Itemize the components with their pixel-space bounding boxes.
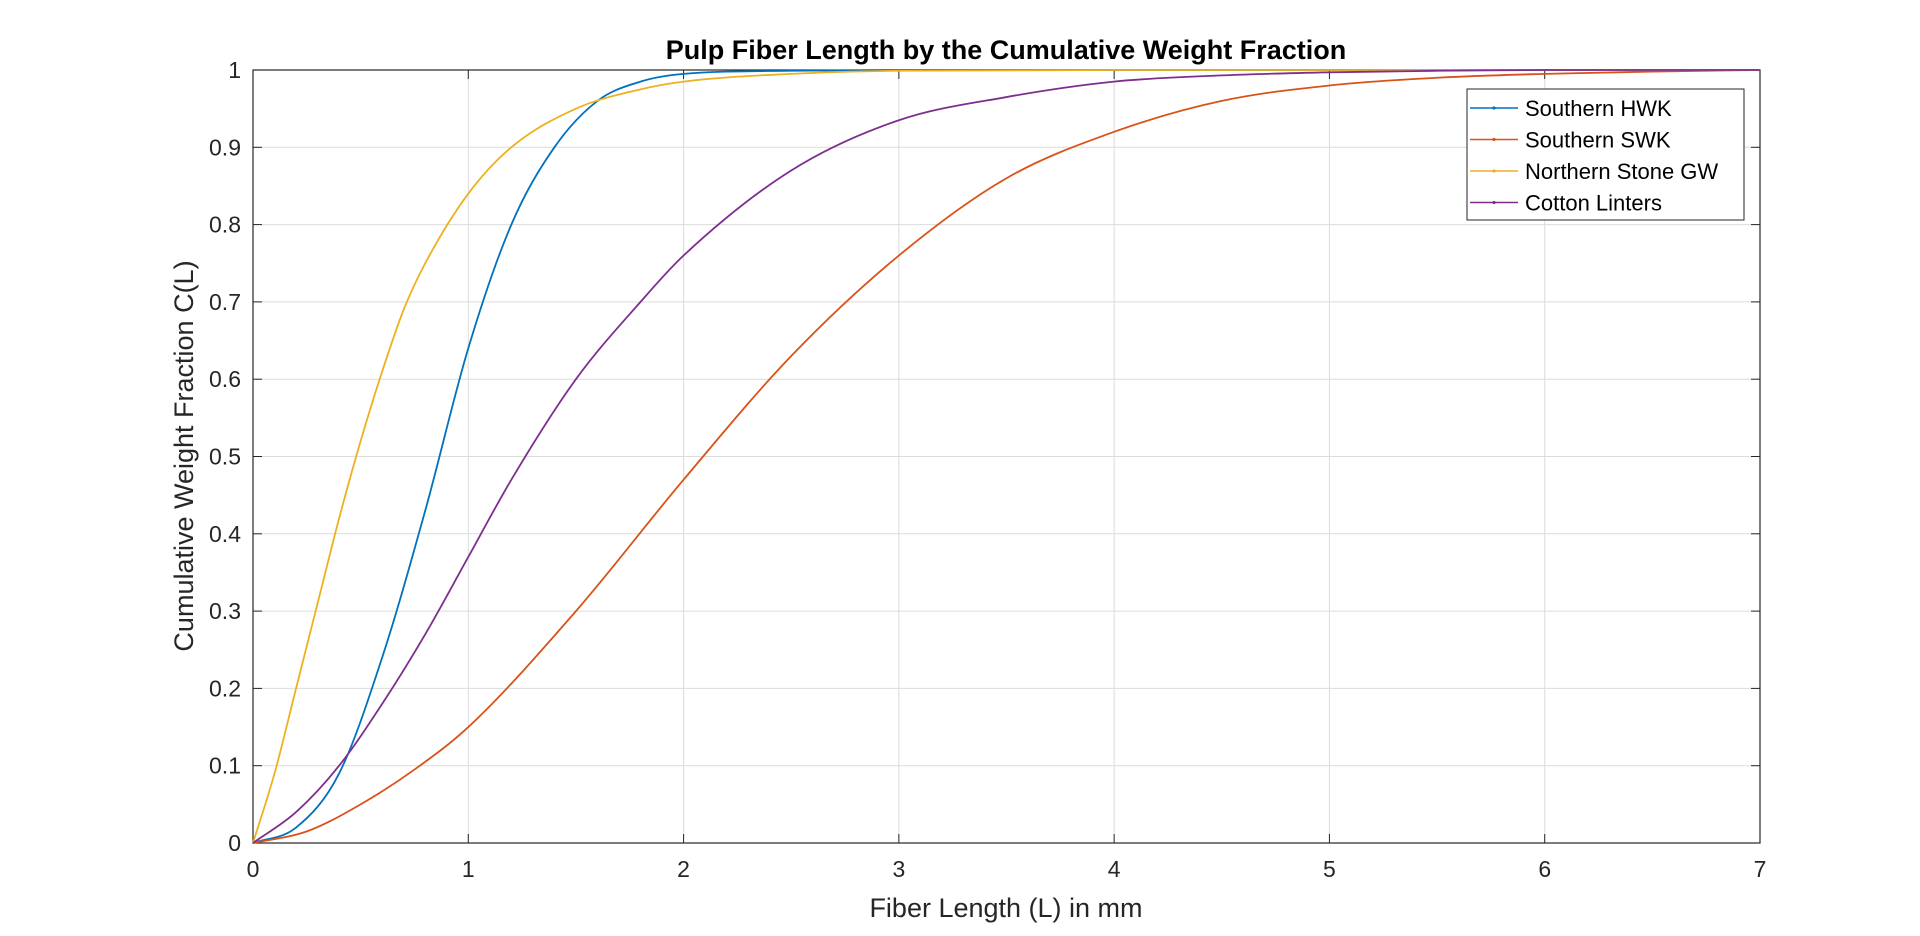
- y-tick-label: 0.6: [209, 366, 241, 392]
- x-tick-label: 3: [892, 856, 905, 882]
- series-line-southern-swk: [252, 69, 1761, 844]
- legend-label-cotton-linters: Cotton Linters: [1525, 191, 1662, 216]
- legend-label-northern-stone-gw: Northern Stone GW: [1525, 159, 1718, 184]
- y-tick-label: 0.1: [209, 753, 241, 779]
- series-lines: [252, 69, 1761, 844]
- y-tick-label: 0.4: [209, 521, 241, 547]
- y-tick-label: 0.5: [209, 444, 241, 470]
- legend-label-southern-swk: Southern SWK: [1525, 128, 1671, 153]
- tick-labels: 0 1 2 3 4 5 6 7 0 0.1 0.2 0.3 0.4 0.5 0.6 0.7 0.8 0.9 1: [209, 57, 1766, 882]
- legend-marker-southern-hwk: [1492, 106, 1496, 110]
- y-tick-label: 0.2: [209, 675, 241, 701]
- legend: Southern HWK Southern SWK Northern Stone G…: [1466, 88, 1745, 221]
- y-tick-label: 0.9: [209, 134, 241, 160]
- y-tick-label: 0: [228, 830, 241, 856]
- y-tick-label: 0.8: [209, 212, 241, 238]
- y-axis-label: Cumulative Weight Fraction C(L): [169, 260, 199, 651]
- x-tick-label: 2: [677, 856, 690, 882]
- legend-marker-southern-swk: [1492, 137, 1496, 142]
- legend-marker-northern-stone-gw: [1492, 169, 1496, 173]
- x-tick-label: 7: [1754, 856, 1767, 882]
- x-tick-label: 6: [1538, 856, 1551, 882]
- y-tick-label: 1: [228, 57, 241, 83]
- y-tick-label: 0.3: [209, 598, 241, 624]
- x-tick-label: 1: [462, 856, 475, 882]
- legend-label-southern-hwk: Southern HWK: [1525, 96, 1672, 121]
- legend-box: [1466, 88, 1745, 221]
- x-tick-label: 4: [1108, 856, 1121, 882]
- x-tick-label: 0: [247, 856, 260, 882]
- legend-marker-cotton-linters: [1492, 200, 1496, 205]
- chart-title: Pulp Fiber Length by the Cumulative Weig…: [666, 35, 1347, 65]
- series-line-cotton-linters: [252, 69, 1760, 844]
- x-tick-label: 5: [1323, 856, 1336, 882]
- series-line-northern-stone-gw: [252, 69, 1760, 844]
- y-tick-label: 0.7: [209, 289, 241, 315]
- grid-lines: [253, 70, 1760, 843]
- x-axis-label: Fiber Length (L) in mm: [869, 893, 1142, 923]
